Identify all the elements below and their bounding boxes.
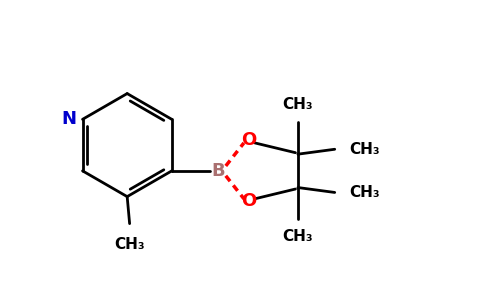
Text: CH₃: CH₃	[114, 237, 145, 252]
Text: CH₃: CH₃	[349, 185, 380, 200]
Text: O: O	[241, 131, 257, 149]
Text: O: O	[241, 192, 257, 210]
Text: CH₃: CH₃	[283, 229, 313, 244]
Text: CH₃: CH₃	[283, 98, 313, 112]
Text: B: B	[212, 162, 225, 180]
Text: CH₃: CH₃	[349, 142, 380, 157]
Text: N: N	[61, 110, 76, 128]
